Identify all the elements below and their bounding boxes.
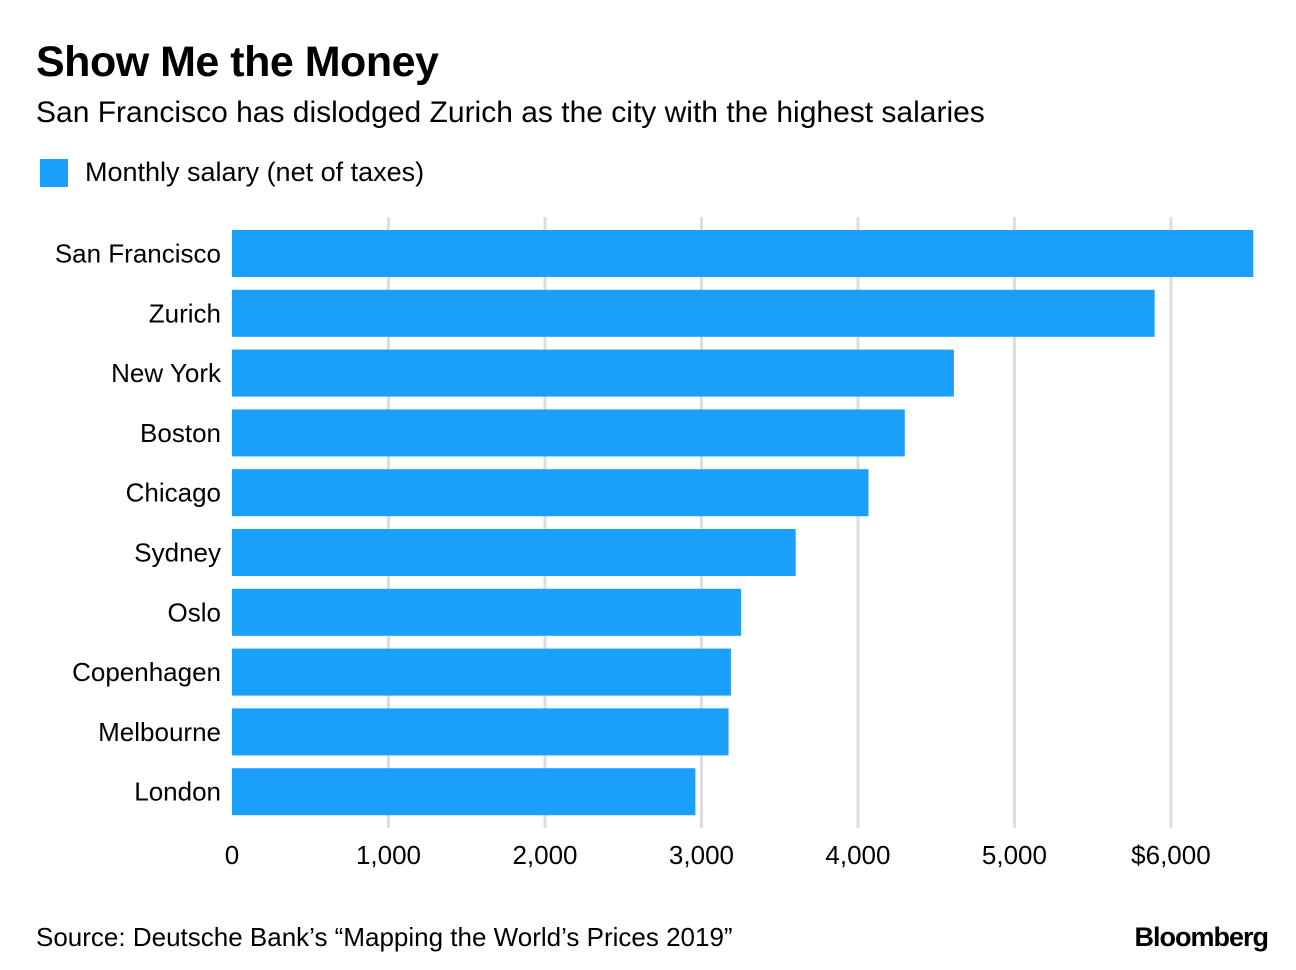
bar-melbourne bbox=[232, 708, 729, 756]
category-label: Copenhagen bbox=[72, 657, 221, 687]
category-label: Sydney bbox=[134, 538, 221, 568]
category-label: New York bbox=[111, 358, 222, 388]
chart-subtitle: San Francisco has dislodged Zurich as th… bbox=[36, 96, 985, 129]
x-tick-label: $6,000 bbox=[1131, 840, 1211, 870]
category-label: Melbourne bbox=[98, 717, 221, 747]
bloomberg-logo: Bloomberg bbox=[1134, 922, 1269, 952]
bar-new-york bbox=[232, 349, 954, 397]
x-tick-label: 4,000 bbox=[825, 840, 890, 870]
legend: Monthly salary (net of taxes) bbox=[40, 157, 424, 188]
x-tick-label: 0 bbox=[225, 840, 239, 870]
x-tick-label: 3,000 bbox=[669, 840, 734, 870]
category-label: San Francisco bbox=[55, 239, 221, 269]
category-label: Boston bbox=[140, 418, 221, 448]
source-note: Source: Deutsche Bank’s “Mapping the Wor… bbox=[36, 922, 733, 952]
x-tick-label: 2,000 bbox=[512, 840, 577, 870]
bars bbox=[232, 230, 1254, 816]
bar-zurich bbox=[232, 289, 1155, 337]
chart-title: Show Me the Money bbox=[36, 38, 439, 86]
category-label: Oslo bbox=[168, 597, 221, 627]
x-axis-ticks: 0 1,000 2,000 3,000 4,000 5,000 $6,000 bbox=[225, 840, 1211, 870]
bar-london bbox=[232, 768, 696, 816]
bar-chicago bbox=[232, 469, 869, 517]
category-label: London bbox=[134, 777, 221, 807]
legend-swatch bbox=[40, 158, 68, 187]
category-label: Chicago bbox=[126, 478, 221, 508]
bar-boston bbox=[232, 409, 905, 457]
bar-san-francisco bbox=[232, 230, 1254, 277]
category-labels: San Francisco Zurich New York Boston Chicago… bbox=[55, 239, 222, 807]
bar-oslo bbox=[232, 588, 742, 636]
bar-copenhagen bbox=[232, 648, 731, 696]
category-label: Zurich bbox=[149, 298, 221, 328]
x-tick-label: 1,000 bbox=[356, 840, 421, 870]
legend-label: Monthly salary (net of taxes) bbox=[85, 157, 425, 187]
bar-sydney bbox=[232, 529, 796, 576]
x-tick-label: 5,000 bbox=[982, 840, 1047, 870]
